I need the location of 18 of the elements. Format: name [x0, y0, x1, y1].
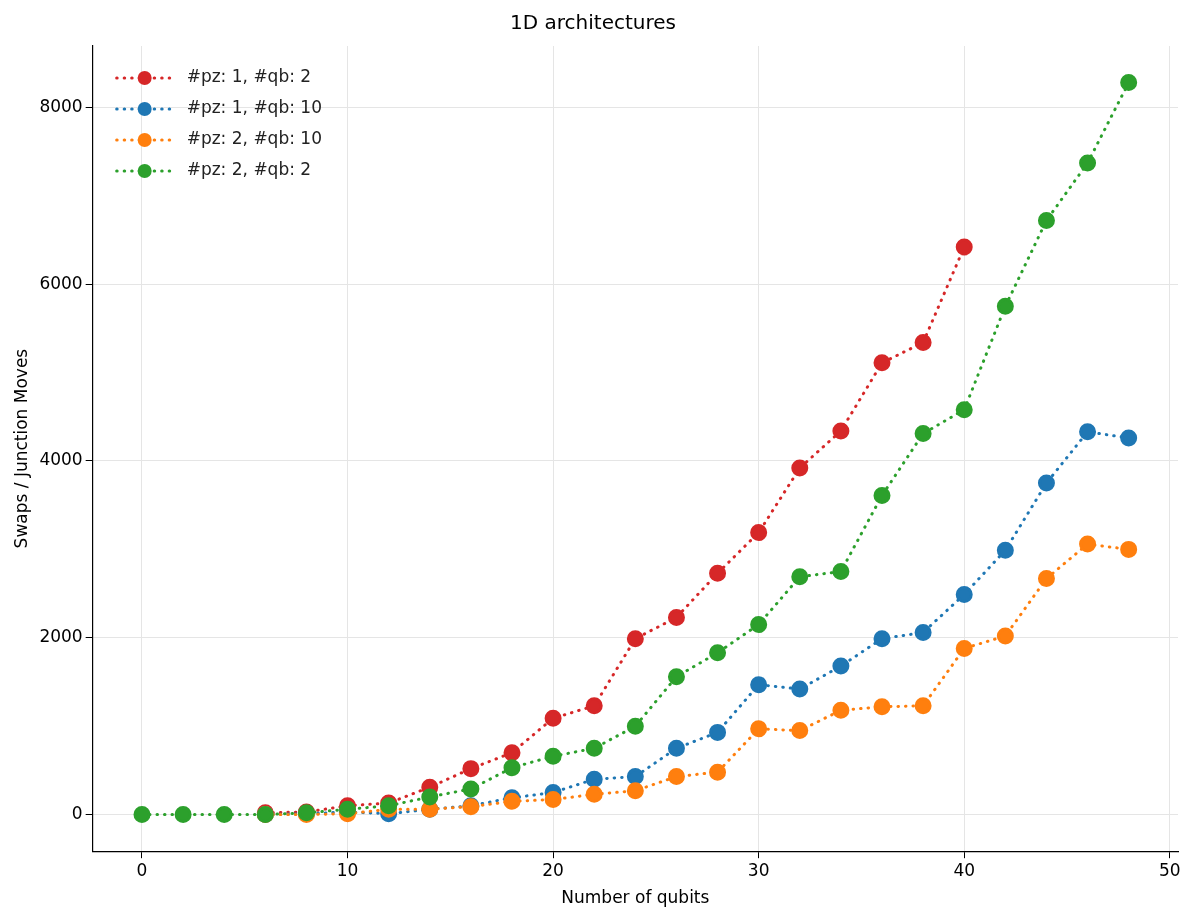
- y-tick-label: 4000: [39, 449, 83, 470]
- y-tick-label: 8000: [39, 95, 83, 116]
- x-tick-label: 10: [336, 859, 359, 880]
- y-tick-label: 2000: [39, 626, 83, 647]
- x-axis-title: Number of qubits: [561, 887, 710, 908]
- x-tick-label: 0: [136, 859, 148, 880]
- x-tick-label: 30: [747, 859, 770, 880]
- legend-label: #pz: 2, #qb: 2: [186, 159, 312, 180]
- x-tick-label: 40: [953, 859, 976, 880]
- x-tick-label: 20: [542, 859, 564, 880]
- y-tick-label: 0: [71, 803, 83, 824]
- chart-title: 1D architectures: [510, 10, 676, 35]
- legend-label: #pz: 1, #qb: 2: [186, 66, 312, 87]
- x-tick-label: 50: [1158, 859, 1181, 880]
- legend-label: #pz: 1, #qb: 10: [186, 97, 322, 118]
- y-axis-title: Swaps / Junction Moves: [10, 348, 31, 549]
- legend-label: #pz: 2, #qb: 10: [186, 128, 322, 149]
- y-tick-label: 6000: [39, 272, 83, 293]
